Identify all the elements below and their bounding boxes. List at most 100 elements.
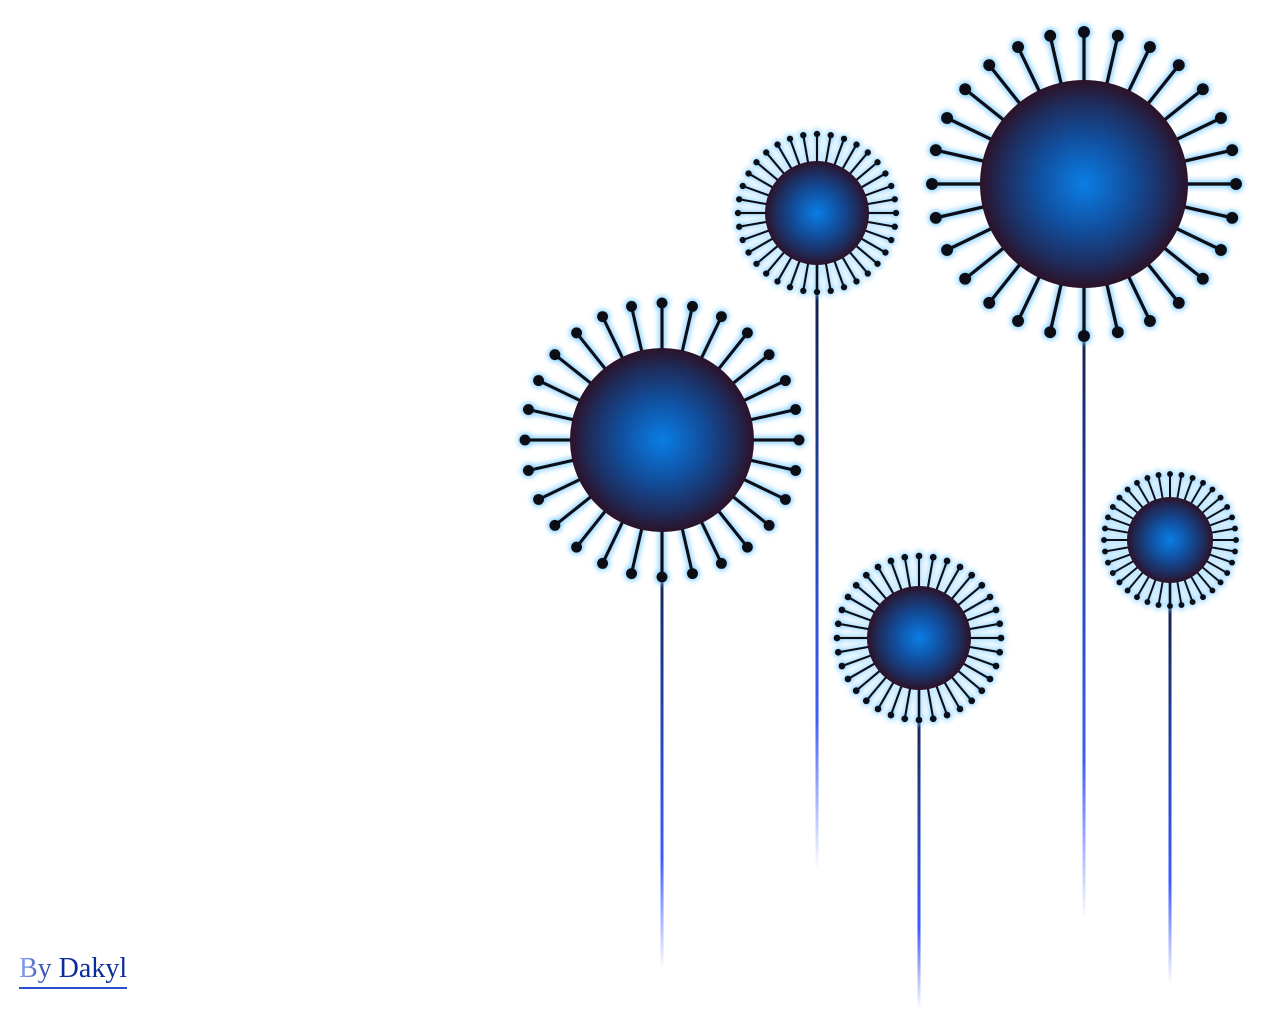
filament-line: [748, 407, 798, 422]
filament-line: [1136, 481, 1151, 506]
filament-tip: [753, 159, 760, 166]
filament-tip: [959, 272, 972, 285]
filament-line: [574, 331, 608, 372]
flower-stem: [1168, 579, 1172, 985]
filament-tip: [741, 541, 753, 553]
filament-line: [1126, 274, 1152, 323]
filament-tip: [736, 223, 743, 230]
filament-tip: [739, 182, 746, 190]
filament-tip: [522, 404, 534, 416]
flower-bloom: [765, 161, 869, 265]
filament-tip: [926, 178, 938, 190]
filament-tip: [915, 716, 923, 724]
filament-line: [1016, 45, 1042, 94]
filament-tip: [786, 284, 794, 291]
filament-line: [862, 229, 893, 242]
filament-line: [802, 134, 810, 165]
filament-line: [1106, 516, 1133, 527]
filament-tip: [533, 375, 545, 387]
filament-line: [926, 686, 935, 720]
filament-tip: [745, 170, 752, 177]
filament-line: [840, 143, 858, 171]
filament-tip: [656, 297, 668, 309]
filament-tip: [1101, 537, 1107, 543]
filament-tip: [686, 300, 698, 312]
filament-tip: [741, 327, 753, 339]
flower-stem: [660, 528, 664, 970]
filament-line: [1118, 496, 1140, 515]
filament-tip: [734, 209, 742, 217]
filament-line: [1145, 262, 1181, 305]
filament-line: [889, 559, 903, 593]
filament-tip: [882, 249, 889, 256]
filament-line: [1048, 281, 1064, 334]
flower-filaments: [1101, 471, 1239, 609]
filament-tip: [827, 132, 834, 139]
filament-tip: [793, 434, 805, 446]
filament-tip: [892, 209, 900, 217]
flower-small-right: [1101, 471, 1239, 985]
filament-line: [526, 458, 576, 473]
filament-line: [889, 683, 903, 717]
filament-tip: [986, 675, 994, 683]
filament-line: [862, 184, 893, 197]
filament-line: [1146, 476, 1157, 503]
filament-tip: [840, 135, 848, 142]
filament-tip: [1111, 326, 1124, 339]
filament-tip: [853, 278, 860, 285]
filament-tip: [1231, 525, 1238, 532]
filament-line: [1176, 579, 1183, 606]
filament-line: [1146, 577, 1157, 604]
filament-line: [788, 137, 801, 168]
filament-line: [802, 261, 810, 292]
filament-tip: [1226, 144, 1239, 157]
filament-line: [716, 331, 750, 372]
filament-tip: [522, 464, 534, 476]
filament-tip: [790, 404, 802, 416]
filament-tip: [1229, 559, 1236, 566]
filament-tip: [549, 349, 561, 361]
filament-tip: [929, 715, 937, 723]
filament-line: [840, 654, 874, 668]
filament-line: [741, 229, 772, 242]
filament-tip: [597, 557, 609, 569]
filament-tip: [779, 493, 791, 505]
filament-tip: [571, 541, 583, 553]
filament-tip: [1178, 601, 1185, 608]
filament-line: [855, 584, 882, 607]
filament-line: [1104, 527, 1131, 534]
filament-tip: [992, 606, 1000, 614]
filament-line: [950, 574, 973, 601]
filament-line: [1209, 527, 1236, 534]
flower-filaments: [926, 26, 1242, 342]
filament-tip: [833, 634, 841, 642]
filament-tip: [1012, 314, 1025, 327]
filament-tip: [813, 130, 821, 138]
filament-tip: [745, 249, 752, 256]
filament-tip: [533, 493, 545, 505]
filament-line: [942, 565, 962, 596]
filament-line: [935, 683, 949, 717]
filament-tip: [800, 287, 807, 294]
filament-tip: [1217, 579, 1224, 586]
filament-tip: [1143, 41, 1156, 54]
filament-line: [1118, 565, 1140, 584]
filament-line: [1136, 574, 1151, 599]
filament-line: [1183, 476, 1194, 503]
filament-tip: [891, 223, 898, 230]
filament-line: [1126, 45, 1152, 94]
filament-line: [788, 258, 801, 289]
filament-tip: [874, 563, 882, 571]
filament-line: [837, 645, 871, 654]
filament-tip: [786, 135, 794, 142]
filament-tip: [1044, 326, 1057, 339]
filament-tip: [626, 300, 638, 312]
flower-bloom: [570, 348, 754, 532]
flower-small-upper: [734, 130, 900, 870]
filament-line: [865, 220, 896, 228]
filament-line: [854, 244, 879, 265]
filament-tip: [983, 59, 996, 72]
filament-line: [1189, 481, 1204, 506]
filament-line: [536, 477, 583, 502]
filament-tip: [838, 606, 846, 614]
